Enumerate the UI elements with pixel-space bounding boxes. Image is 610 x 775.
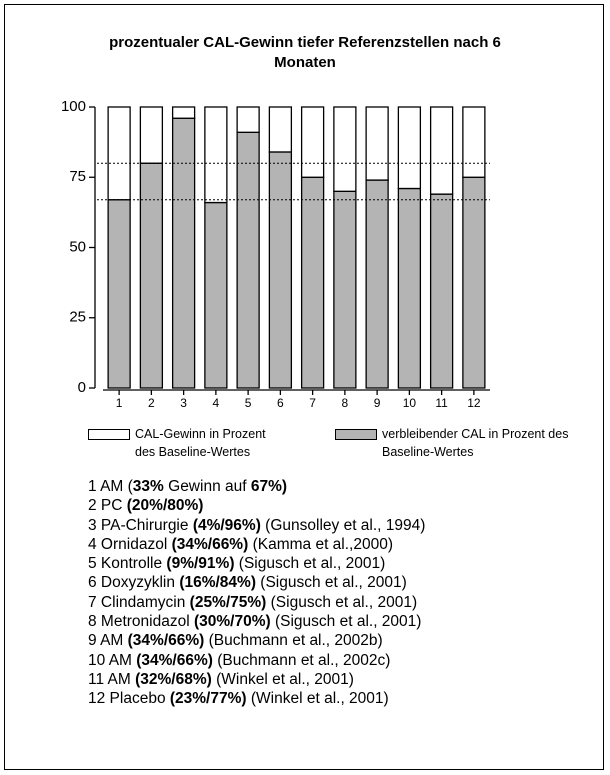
note-text: (Kamma et al.,2000) <box>248 535 393 553</box>
note-text: (34%/66%) <box>171 535 249 553</box>
note: 4 Ornidazol (34%/66%) (Kamma et al.,2000… <box>88 535 425 554</box>
x-tick-label: 5 <box>245 396 252 410</box>
bar-segment <box>268 151 293 389</box>
note: 5 Kontrolle (9%/91%) (Sigusch et al., 20… <box>88 554 425 573</box>
note-text: (16%/84%) <box>179 574 256 592</box>
bar-segment <box>462 176 486 389</box>
note-text: (30%/70%) <box>193 613 271 631</box>
bar-segment <box>397 187 422 389</box>
bar-segment <box>268 106 293 153</box>
legend-swatch <box>88 429 130 440</box>
legend-label: verbleibender CAL in Prozent des Baselin… <box>382 427 569 459</box>
y-tick-label: 25 <box>69 309 86 326</box>
bar-segment <box>397 106 422 190</box>
bar-segment <box>139 162 164 389</box>
note-text: 12 Placebo <box>88 690 170 708</box>
note-text: 2 PC <box>88 497 127 515</box>
legend-label: CAL-Gewinn in Prozent des Baseline-Werte… <box>135 427 266 459</box>
x-tick-label: 1 <box>116 396 123 410</box>
note-text: 33% <box>132 478 164 495</box>
x-tick-label: 12 <box>467 396 481 410</box>
note-text: (Winkel et al., 2001) <box>246 690 389 708</box>
x-tick-label: 4 <box>213 396 220 410</box>
note-text: (Winkel et al., 2001) <box>211 670 354 688</box>
y-tick-label: 0 <box>78 379 86 396</box>
note: 1 AM (33% Gewinn auf 67%) <box>88 477 425 496</box>
note-text: 6 Doxyzyklin <box>88 574 180 592</box>
note-text: 11 AM <box>88 670 136 688</box>
frame <box>4 4 604 770</box>
note-text: (Sigusch et al., 2001) <box>256 574 407 592</box>
chart-title: prozentualer CAL-Gewinn tiefer Referenzs… <box>109 34 501 71</box>
note: 11 AM (32%/68%) (Winkel et al., 2001) <box>88 670 425 689</box>
bar-segment <box>171 106 196 119</box>
note: 6 Doxyzyklin (16%/84%) (Sigusch et al., … <box>88 573 425 592</box>
note: 8 Metronidazol (30%/70%) (Sigusch et al.… <box>88 612 425 631</box>
bar-segment <box>107 199 131 389</box>
x-tick-label: 3 <box>180 396 187 410</box>
note-text: (20%/80%) <box>126 497 204 515</box>
note: 7 Clindamycin (25%/75%) (Sigusch et al.,… <box>88 593 425 612</box>
note-text: (34%/66%) <box>136 651 213 669</box>
legend-swatch <box>335 429 377 440</box>
note-text: (23%/77%) <box>169 690 247 708</box>
note-text: (4%/96%) <box>192 516 261 534</box>
x-tick-label: 10 <box>403 396 417 410</box>
note-text: 4 Ornidazol <box>88 535 172 553</box>
note-text: Gewinn auf <box>163 478 251 495</box>
bar-segment <box>333 106 357 192</box>
note-text: (Buchmann et al., 2002b) <box>204 632 383 650</box>
note-text: (Gunsolley et al., 1994) <box>260 516 426 534</box>
bar-segment <box>204 106 228 204</box>
note-text: 9 AM <box>88 632 128 650</box>
note-text: (9%/91%) <box>166 555 235 573</box>
note: 9 AM (34%/66%) (Buchmann et al., 2002b) <box>88 631 425 650</box>
note-text: (Sigusch et al., 2001) <box>270 613 422 631</box>
x-tick-label: 2 <box>148 396 155 410</box>
note-text: (25%/75%) <box>189 593 267 611</box>
note-text: (Buchmann et al., 2002c) <box>212 651 391 669</box>
bar-segment <box>300 106 325 178</box>
note-text: 1 AM ( <box>88 478 133 495</box>
note-text: (34%/66%) <box>127 632 205 650</box>
note: 12 Placebo (23%/77%) (Winkel et al., 200… <box>88 689 425 708</box>
bar-segment <box>365 179 389 389</box>
x-tick-label: 8 <box>342 396 349 410</box>
note-text: 7 Clindamycin <box>88 593 190 611</box>
note-text: 10 AM <box>88 651 137 669</box>
bar-segment <box>139 106 164 164</box>
note: 3 PA-Chirurgie (4%/96%) (Gunsolley et al… <box>88 516 425 535</box>
x-tick-label: 7 <box>309 396 316 410</box>
bar-segment <box>204 201 228 389</box>
x-tick-label: 9 <box>374 396 381 410</box>
note-text: (Sigusch et al., 2001) <box>266 593 418 611</box>
bar-segment <box>462 106 486 178</box>
note-text: (32%/68%) <box>135 670 212 688</box>
y-tick-label: 100 <box>61 98 86 115</box>
bar-segment <box>365 106 389 181</box>
note-text: (Sigusch et al., 2001) <box>234 555 386 573</box>
note-text: 67%) <box>250 478 288 495</box>
y-tick-label: 50 <box>69 238 86 255</box>
bar-segment <box>236 106 260 133</box>
notes: 1 AM (33% Gewinn auf 67%) 2 PC (20%/80%) 3… <box>88 477 425 709</box>
bar-segment <box>171 117 196 389</box>
note-text: 3 PA-Chirurgie <box>88 516 193 534</box>
note-text: 8 Metronidazol <box>88 613 194 631</box>
x-tick-label: 6 <box>277 396 284 410</box>
bar-segment <box>107 106 131 201</box>
x-tick-label: 11 <box>435 396 448 410</box>
note: 2 PC (20%/80%) <box>88 496 425 515</box>
bar-segment <box>429 106 454 195</box>
bar-segment <box>236 131 260 389</box>
note-text: 5 Kontrolle <box>88 555 167 573</box>
bar-segment <box>429 193 454 389</box>
y-tick-label: 75 <box>69 168 86 185</box>
bar-segment <box>333 190 357 389</box>
note: 10 AM (34%/66%) (Buchmann et al., 2002c) <box>88 651 425 670</box>
bar-segment <box>300 176 325 389</box>
